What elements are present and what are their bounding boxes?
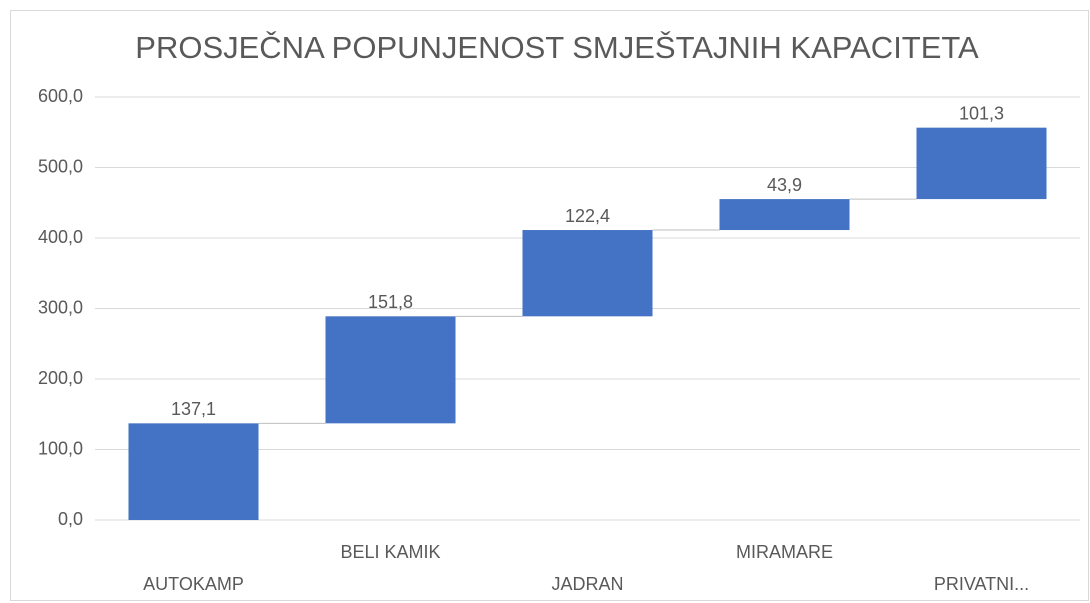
bar [128,423,259,520]
data-label: 151,8 [368,292,413,312]
x-tick-label: PRIVATNI... [934,574,1029,594]
y-tick-label: 100,0 [38,438,83,458]
bar [916,127,1047,200]
data-label: 137,1 [171,399,216,419]
data-label: 101,3 [959,103,1004,123]
chart-title: PROSJEČNA POPUNJENOST SMJEŠTAJNIH KAPACI… [135,30,979,65]
data-label: 43,9 [767,175,802,195]
bar [325,316,456,424]
data-label: 122,4 [565,206,610,226]
y-tick-label: 200,0 [38,368,83,388]
y-tick-label: 300,0 [38,297,83,317]
x-tick-label: JADRAN [551,574,623,594]
x-tick-label: BELI KAMIK [340,542,440,562]
x-tick-label: AUTOKAMP [143,574,244,594]
x-tick-label: MIRAMARE [736,542,833,562]
y-tick-label: 500,0 [38,156,83,176]
y-tick-label: 600,0 [38,86,83,106]
y-tick-label: 0,0 [58,509,83,529]
bar [719,199,850,231]
y-tick-label: 400,0 [38,227,83,247]
bar [522,230,653,317]
